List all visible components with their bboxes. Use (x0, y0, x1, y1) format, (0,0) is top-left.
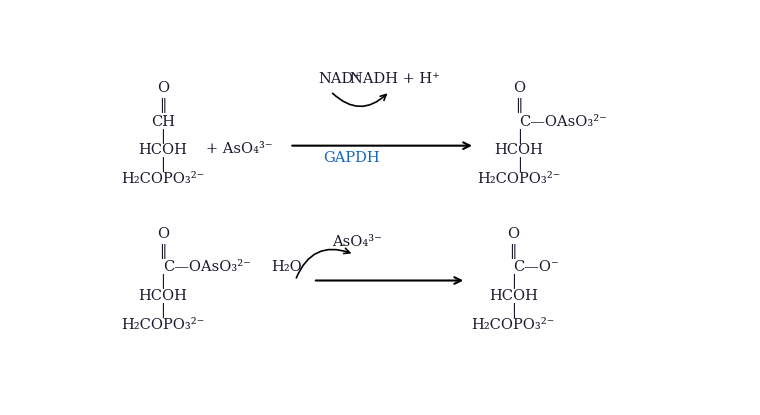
Text: ‖: ‖ (159, 98, 166, 113)
Text: O: O (513, 81, 525, 95)
Text: O: O (157, 227, 169, 241)
Text: H₂COPO₃²⁻: H₂COPO₃²⁻ (477, 172, 561, 186)
Text: |: | (511, 303, 515, 318)
Text: |: | (517, 157, 521, 172)
Text: |: | (160, 157, 165, 172)
Text: HCOH: HCOH (495, 144, 543, 157)
Text: |: | (160, 274, 165, 289)
Text: GAPDH: GAPDH (323, 151, 379, 166)
Text: ‖: ‖ (159, 244, 166, 259)
Text: HCOH: HCOH (138, 289, 187, 303)
Text: |: | (160, 129, 165, 144)
Text: CH: CH (150, 115, 175, 129)
Text: H₂COPO₃²⁻: H₂COPO₃²⁻ (121, 172, 204, 186)
Text: NADH + H⁺: NADH + H⁺ (350, 71, 440, 85)
Text: O: O (507, 227, 519, 241)
Text: |: | (517, 129, 521, 144)
Text: NAD⁺: NAD⁺ (318, 71, 361, 85)
Text: HCOH: HCOH (489, 289, 537, 303)
Text: C—O⁻: C—O⁻ (513, 260, 559, 274)
Text: AsO₄³⁻: AsO₄³⁻ (332, 234, 382, 249)
Text: |: | (511, 274, 515, 289)
Text: |: | (160, 303, 165, 318)
Text: + AsO₄³⁻: + AsO₄³⁻ (206, 142, 273, 156)
Text: ‖: ‖ (515, 98, 523, 113)
Text: H₂O: H₂O (271, 260, 302, 274)
Text: H₂COPO₃²⁻: H₂COPO₃²⁻ (471, 317, 555, 332)
Text: O: O (157, 81, 169, 95)
Text: C—OAsO₃²⁻: C—OAsO₃²⁻ (163, 260, 251, 274)
Text: HCOH: HCOH (138, 144, 187, 157)
Text: C—OAsO₃²⁻: C—OAsO₃²⁻ (519, 115, 607, 129)
Text: ‖: ‖ (509, 244, 517, 259)
Text: H₂COPO₃²⁻: H₂COPO₃²⁻ (121, 317, 204, 332)
